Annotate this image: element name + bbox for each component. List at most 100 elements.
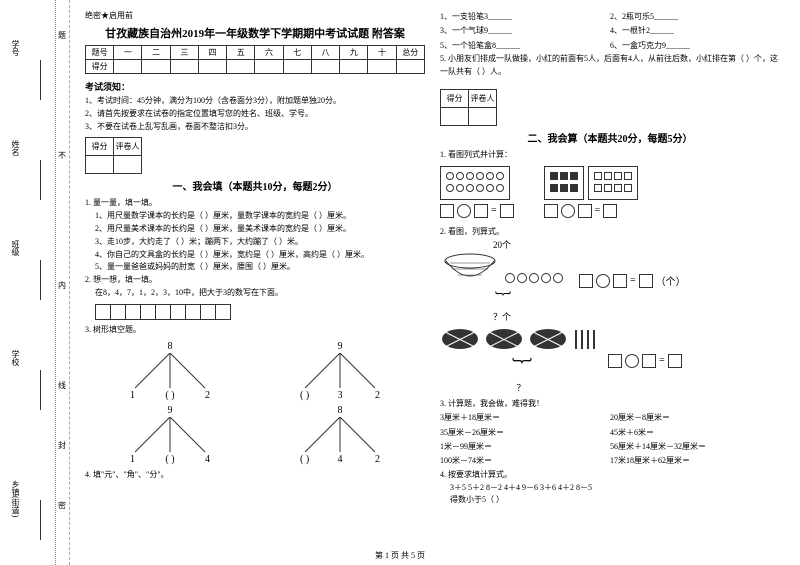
q2-line: 在8，4，7，1，2，3，10中，把大于3的数写在下面。	[85, 287, 425, 300]
mark: 不	[58, 150, 66, 161]
fill-4: 4、一根针2______	[610, 24, 780, 38]
line	[40, 160, 41, 200]
q3: 3. 树形填空题。	[85, 324, 425, 337]
label-class: 班级	[10, 240, 21, 256]
tally-bundle-icon	[484, 327, 524, 352]
fill-6: 6、一盒巧克力9______	[610, 39, 780, 53]
label-studentid: 学号	[10, 40, 21, 56]
label-school: 学校	[10, 350, 21, 366]
q5: 5. 小朋友们排成一队做操，小红的前面有5人，后面有4人，从前往后数，小红排在第…	[440, 53, 780, 79]
th: 一	[114, 46, 142, 60]
fig-squares: =	[544, 166, 638, 222]
notice-2: 2、请首先按要求在试卷的指定位置填写您的姓名、班级、学号。	[85, 108, 425, 121]
fill-3: 3、一个气球9______	[440, 24, 610, 38]
eq-2: =	[544, 204, 638, 218]
fill-items: 1、一支铅笔3______ 2、2瓶可乐5______ 3、一个气球9_____…	[440, 10, 780, 53]
notice-3: 3、不要在试卷上乱写乱画，卷面不整洁扣3分。	[85, 121, 425, 134]
brace: ︸	[440, 286, 564, 310]
basket-figure: 20个 ︸ ？个	[440, 238, 564, 323]
label-town: 乡镇(街道)	[10, 480, 21, 517]
fill-5: 5、一个铅笔盒8______	[440, 39, 610, 53]
mark: 题	[58, 30, 66, 41]
q1: 1. 量一量，填一填。	[85, 197, 425, 210]
th: 二	[142, 46, 170, 60]
binding-sidebar: 学号 姓名 班级 学校 乡镇(街道) 题 不 内 线 封 密	[0, 0, 70, 565]
right-column: 1、一支铅笔3______ 2、2瓶可乐5______ 3、一个气球9_____…	[440, 10, 780, 507]
q1-3: 3、走10步，大约走了（ ）米；蹦两下，大约蹦了（ ）米。	[85, 236, 425, 249]
s2q4-sub: 得数小于5（ ）	[440, 494, 780, 507]
th: 七	[283, 46, 311, 60]
q1-1: 1、用尺量数学课本的长约是（ ）厘米，量数学课本的宽约是（ ）厘米。	[85, 210, 425, 223]
q2: 2. 想一想，填一填。	[85, 274, 425, 287]
section1-title: 一、我会填（本题共10分，每题2分）	[85, 178, 425, 193]
square-groups	[544, 166, 638, 200]
q1-2: 2、用尺量美术课本的长约是（ ）厘米，量美术课本的宽约是（ ）厘米。	[85, 223, 425, 236]
line	[40, 260, 41, 300]
tally-row: ︸ ？ =	[440, 327, 780, 394]
line	[40, 60, 41, 100]
left-column: 绝密★启用前 甘孜藏族自治州2019年一年级数学下学期期中考试试题 附答案 题号…	[85, 10, 425, 481]
tally-sticks-icon	[572, 327, 602, 352]
notice-title: 考试须知：	[85, 80, 425, 93]
tally-bundle-icon	[440, 327, 480, 352]
section2-title: 二、我会算（本题共20分，每题5分）	[440, 130, 780, 145]
page-footer: 第 1 页 共 5 页	[375, 550, 425, 561]
marker-table-2: 得分评卷人	[440, 89, 497, 126]
th: 八	[311, 46, 339, 60]
notice-1: 1、考试时间：45分钟，满分为100分（含卷面分3分），附加题单独20分。	[85, 95, 425, 108]
th: 题号	[86, 46, 114, 60]
s2q1: 1. 看图列式并计算：	[440, 149, 780, 162]
mark: 内	[58, 280, 66, 291]
mark: 密	[58, 500, 66, 511]
th: 六	[255, 46, 283, 60]
score-table: 题号 一 二 三 四 五 六 七 八 九 十 总分 得分	[85, 45, 425, 74]
basket-icon	[440, 251, 500, 286]
exam-title: 甘孜藏族自治州2019年一年级数学下学期期中考试试题 附答案	[85, 25, 425, 41]
s2q4: 4. 按要求填计算式。	[440, 469, 780, 482]
line	[40, 500, 41, 540]
basket-row: 20个 ︸ ？个 =（个）	[440, 238, 780, 323]
tree-4: 8 ( ) 4 2	[295, 405, 385, 465]
line	[40, 370, 41, 410]
marker-table: 得分评卷人	[85, 137, 142, 174]
mark: 线	[58, 380, 66, 391]
th: 十	[368, 46, 396, 60]
q1-5: 5、量一量爸爸或妈妈的肘宽（ ）厘米，腰围（ ）厘米。	[85, 261, 425, 274]
eq-3: =（个）	[579, 273, 686, 288]
s2q2: 2. 看图，列算式。	[440, 226, 780, 239]
basket-top: 20个	[440, 238, 564, 251]
fill-1: 1、一支铅笔3______	[440, 10, 610, 24]
th: 四	[198, 46, 226, 60]
eq-1: =	[440, 204, 514, 218]
tree-3: 9 1 ( ) 4	[125, 405, 215, 465]
tally-bundle-icon	[528, 327, 568, 352]
circle-box	[440, 166, 510, 200]
fig-circles: =	[440, 166, 514, 222]
marker-person: 评卷人	[114, 138, 142, 156]
s2q3: 3. 计算题，我会做，难得我！	[440, 398, 780, 411]
marker-score: 得分	[86, 138, 114, 156]
eq-4: =	[608, 354, 682, 368]
basket-q: ？个	[440, 310, 564, 323]
th: 五	[227, 46, 255, 60]
answer-boxes	[95, 304, 425, 320]
fill-2: 2、2瓶可乐5______	[610, 10, 780, 24]
tree-row2: 9 1 ( ) 4 8 ( ) 4 2	[85, 405, 425, 465]
brace: ︸	[440, 352, 602, 381]
th: 总分	[396, 46, 424, 60]
label-name: 姓名	[10, 140, 21, 156]
calc-items: 3厘米＋18厘米＝ 20厘米－8厘米＝ 35厘米－26厘米＝ 45米＋6米＝ 1…	[440, 411, 780, 469]
tree-2: 9 ( ) 3 2	[295, 341, 385, 401]
figure-row: = =	[440, 166, 780, 222]
q1-4: 4、你自己的文具盒的长约是（ ）厘米，宽约是（ ）厘米，高约是（ ）厘米。	[85, 249, 425, 262]
th: 九	[340, 46, 368, 60]
tree-1: 8 1 ( ) 2	[125, 341, 215, 401]
tally-q: ？	[440, 381, 602, 394]
dotted-line	[55, 0, 56, 565]
tree-row1: 8 1 ( ) 2 9 ( ) 3 2	[85, 341, 425, 401]
s2q4-line: 3＋5 5＋2 8－2 4＋4 9－6 3＋6 4＋2 8－5	[440, 482, 780, 495]
td: 得分	[86, 60, 114, 74]
q4: 4. 填"元"、"角"、"分"。	[85, 469, 425, 482]
th: 三	[170, 46, 198, 60]
mark: 封	[58, 440, 66, 451]
